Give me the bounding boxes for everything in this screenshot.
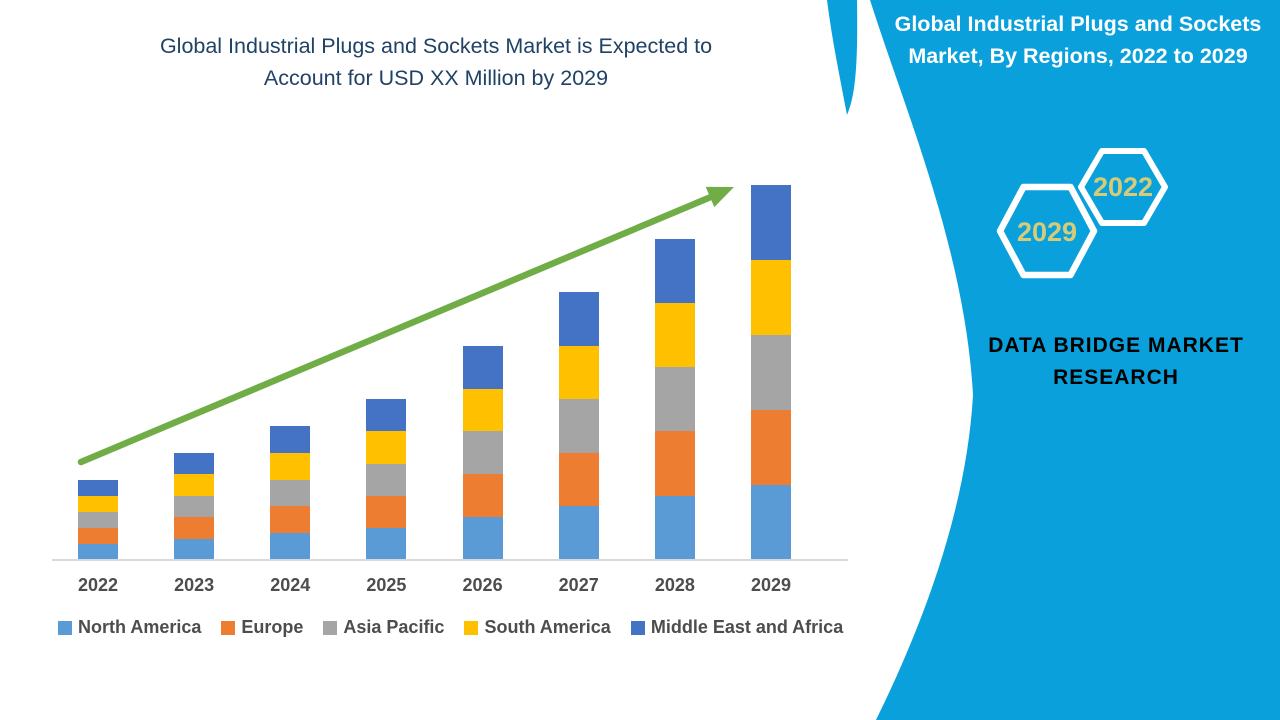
legend-label: North America <box>78 617 202 637</box>
bar-segment-middle-east-and-africa <box>751 185 791 260</box>
bar-segment-middle-east-and-africa <box>366 399 407 432</box>
brand-line2: RESEARCH <box>1053 366 1179 389</box>
bar-segment-europe <box>654 431 695 496</box>
legend-label: Middle East and Africa <box>650 617 844 637</box>
bar-segment-middle-east-and-africa <box>270 426 311 453</box>
bar-segment-south-america <box>654 302 695 368</box>
bar-segment-europe <box>78 527 118 544</box>
x-axis-label: 2026 <box>462 575 503 595</box>
x-axis-label: 2022 <box>77 575 119 595</box>
legend-swatch-icon <box>630 620 645 635</box>
x-axis-label: 2023 <box>174 575 215 595</box>
bar-segment-asia-pacific <box>654 367 695 432</box>
bar-segment-south-america <box>462 388 503 432</box>
x-axis-label: 2027 <box>558 575 599 595</box>
bar-segment-middle-east-and-africa <box>654 238 695 303</box>
bar-segment-south-america <box>78 495 118 512</box>
x-axis-label: 2024 <box>270 575 311 595</box>
legend-item: Asia Pacific <box>323 617 444 638</box>
bar-segment-europe <box>462 474 503 518</box>
bar-segment-asia-pacific <box>270 479 311 507</box>
bar-segment-south-america <box>751 260 791 335</box>
bar-segment-middle-east-and-africa <box>462 345 503 389</box>
bar-segment-europe <box>174 517 215 539</box>
legend-swatch-icon <box>221 620 236 635</box>
hexagon-2029-icon <box>996 183 1098 279</box>
bar-segment-north-america <box>558 506 599 560</box>
hexagon-2029-label: 2029 <box>1017 217 1077 247</box>
chart-title: Global Industrial Plugs and Sockets Mark… <box>116 30 756 94</box>
bar-segment-asia-pacific <box>366 463 407 496</box>
bar-segment-asia-pacific <box>462 431 503 475</box>
bar-segment-asia-pacific <box>558 399 599 453</box>
trend-arrow-head <box>705 186 734 208</box>
panel-corner-wedge <box>827 0 858 115</box>
bar-segment-europe <box>270 506 311 534</box>
legend-label: Europe <box>241 617 304 637</box>
bar-segment-europe <box>558 452 599 507</box>
hexagon-2022-label: 2022 <box>1093 172 1153 202</box>
legend-item: Europe <box>221 617 303 638</box>
x-axis-label: 2028 <box>654 575 695 595</box>
legend-item: South America <box>464 617 611 638</box>
x-axis-label: 2025 <box>366 575 407 595</box>
legend-item: Middle East and Africa <box>630 617 844 638</box>
bar-segment-north-america <box>654 495 695 560</box>
legend-label: Asia Pacific <box>343 617 445 637</box>
bar-segment-south-america <box>270 452 311 480</box>
bar-segment-asia-pacific <box>751 335 791 410</box>
legend-swatch-icon <box>58 620 72 635</box>
legend: North America Europe Asia Pacific South Ame… <box>58 617 843 638</box>
bar-segment-north-america <box>270 533 311 560</box>
brand-name: DATA BRIDGE MARKET RESEARCH <box>960 330 1272 394</box>
bar-segment-south-america <box>558 345 599 400</box>
chart-title-line1: Global Industrial Plugs and Sockets Mark… <box>159 34 713 58</box>
legend-label: South America <box>484 617 611 637</box>
hexagon-2022-icon <box>1078 148 1168 226</box>
brand-line1: DATA BRIDGE MARKET <box>988 334 1244 357</box>
legend-swatch-icon <box>323 620 338 635</box>
bar-segment-south-america <box>174 474 215 496</box>
panel-title-line1: Global Industrial Plugs and Sockets <box>894 12 1262 36</box>
legend-swatch-icon <box>464 620 479 635</box>
panel-title-line2: Market, By Regions, 2022 to 2029 <box>908 44 1248 68</box>
bar-segment-north-america <box>462 517 503 560</box>
bar-segment-south-america <box>366 431 407 464</box>
x-axis-line <box>52 559 848 561</box>
bar-segment-asia-pacific <box>78 511 118 528</box>
bar-segment-north-america <box>174 538 215 560</box>
chart-title-line2: Account for USD XX Million by 2029 <box>263 66 609 90</box>
bar-segment-north-america <box>751 485 791 560</box>
bar-segment-north-america <box>78 543 118 560</box>
bar-segment-middle-east-and-africa <box>78 479 118 496</box>
bar-segment-middle-east-and-africa <box>174 452 215 475</box>
panel-title: Global Industrial Plugs and Sockets Mark… <box>880 8 1276 72</box>
legend-item: North America <box>58 617 201 638</box>
bar-segment-europe <box>751 410 791 485</box>
bar-segment-europe <box>366 495 407 528</box>
bar-segment-middle-east-and-africa <box>558 292 599 346</box>
bar-segment-asia-pacific <box>174 495 215 518</box>
bar-segment-north-america <box>366 527 407 560</box>
x-axis-label: 2029 <box>750 575 792 595</box>
